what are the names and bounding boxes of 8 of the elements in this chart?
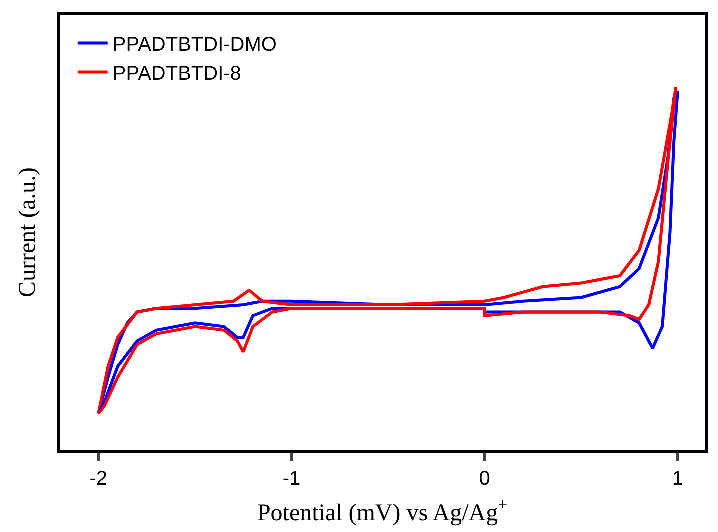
x-tick-label: -2	[90, 468, 108, 490]
y-axis-title: Current (a.u.)	[15, 168, 42, 298]
x-tick-label: 1	[672, 468, 684, 490]
legend-label: PPADTBTDI-DMO	[112, 34, 277, 56]
x-tick-label: 0	[479, 468, 490, 490]
legend-label: PPADTBTDI-8	[112, 63, 242, 85]
x-tick-label: -1	[282, 468, 301, 490]
x-axis-title: Potential (mV) vs Ag/Ag$^{+}$	[257, 495, 508, 526]
